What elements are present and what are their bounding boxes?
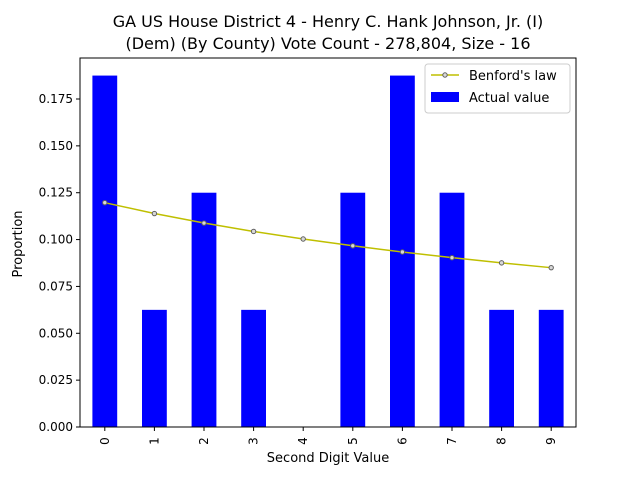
benford-point-9 [548, 264, 554, 271]
bar-digit-5 [340, 192, 366, 427]
bar-digit-9 [538, 309, 564, 427]
benford-point-6 [399, 249, 406, 255]
legend-box [424, 63, 571, 114]
y-tick-label: 0.050 [39, 326, 73, 340]
legend: Benford's law Actual value [424, 63, 571, 114]
bar-digit-8 [489, 309, 514, 427]
x-tick-label: 9 [544, 437, 558, 445]
bar-digit-2 [191, 192, 217, 427]
y-tick-label: 0.000 [39, 420, 73, 434]
x-tick-label: 3 [247, 437, 261, 445]
legend-actual-bar-swatch [431, 92, 459, 102]
benford-point-7 [449, 254, 455, 261]
y-tick-label: 0.150 [39, 139, 73, 153]
y-tick-label: 0.125 [39, 186, 73, 200]
y-axis-label: Proportion [11, 210, 26, 277]
benford-line [104, 201, 552, 269]
plot-area: 0.000 0.025 0.050 0.075 0.100 0.125 0.150 0.175… [39, 75, 564, 445]
chart-title-line1: GA US House District 4 - Henry C. Hank J… [113, 12, 544, 31]
bar-digit-7 [439, 192, 465, 427]
benford-point-3 [250, 228, 257, 235]
bar-digit-1 [142, 309, 167, 427]
x-tick-label: 5 [346, 437, 360, 445]
x-tick-label: 2 [197, 437, 211, 445]
axes-frame [79, 57, 577, 428]
y-tick-label: 0.075 [39, 279, 73, 293]
bar-digit-0 [92, 75, 118, 428]
x-tick-label: 1 [147, 437, 161, 445]
benford-point-2 [201, 220, 207, 226]
chart-title-line2: (Dem) (By County) Vote Count - 278,804, … [125, 34, 530, 53]
benford-point-0 [102, 199, 108, 206]
bar-digit-3 [241, 309, 266, 427]
benford-point-4 [300, 236, 306, 242]
benford-point-8 [498, 260, 505, 266]
y-tick-label: 0.100 [39, 233, 73, 247]
legend-actual-label: Actual value [469, 91, 549, 106]
y-tick-label: 0.175 [39, 92, 73, 106]
legend-benford-label: Benford's law [469, 69, 557, 84]
y-tick-label: 0.025 [39, 373, 73, 387]
x-tick-label: 4 [296, 437, 310, 445]
x-axis-label: Second Digit Value [267, 451, 389, 466]
x-tick-label: 8 [495, 437, 509, 445]
benford-point-1 [151, 210, 158, 217]
x-tick-label: 6 [395, 437, 409, 445]
x-tick-label: 7 [445, 437, 459, 445]
x-tick-label: 0 [98, 437, 112, 445]
legend-benford-marker-swatch [442, 72, 448, 78]
benford-point-5 [350, 243, 356, 249]
